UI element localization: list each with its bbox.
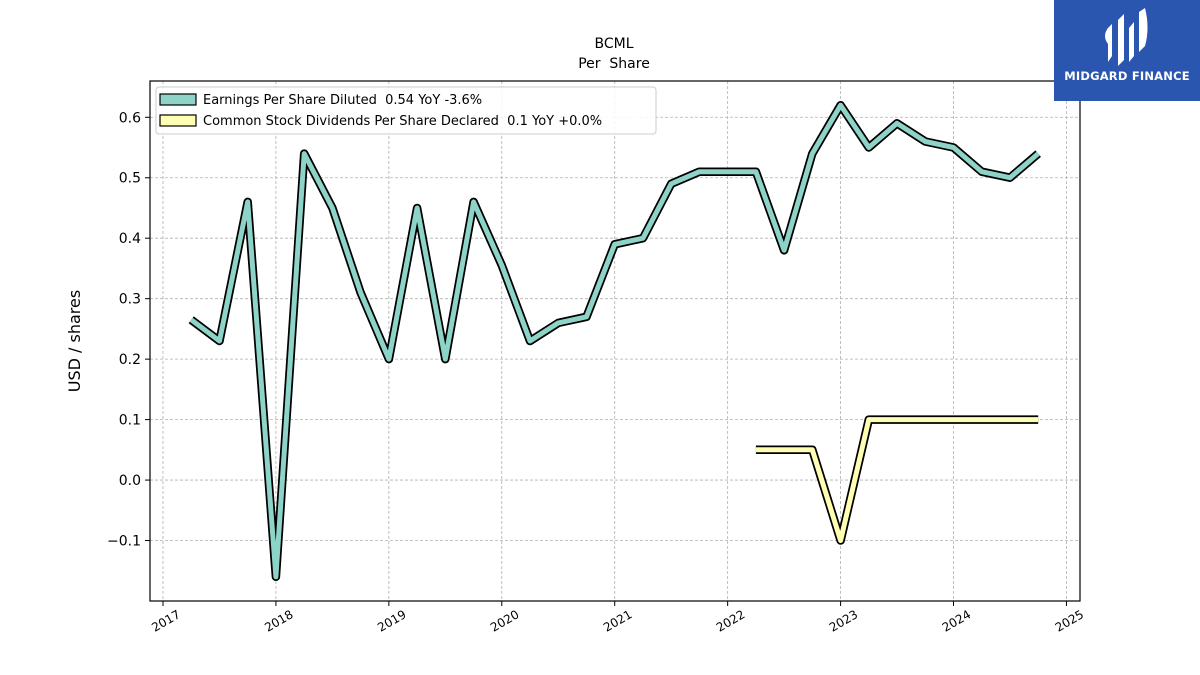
legend-swatch-eps — [159, 93, 197, 106]
y-axis-label: USD / shares — [65, 290, 84, 392]
y-tick-label: 0.5 — [119, 171, 141, 187]
y-tick-label: 0.1 — [119, 413, 141, 429]
midgard-finance-logo: MIDGARD FINANCE — [1054, 0, 1200, 101]
series-line-eps-diluted — [189, 102, 1040, 580]
legend: Earnings Per Share Diluted 0.54 YoY -3.6… — [155, 86, 657, 135]
y-tick-label: 0.2 — [119, 352, 141, 368]
x-tick-label: 2019 — [375, 607, 408, 634]
y-tick-label: 0.0 — [119, 473, 141, 489]
legend-label-eps: Earnings Per Share Diluted 0.54 YoY -3.6… — [203, 93, 482, 108]
x-tick-label: 2020 — [488, 607, 521, 634]
axis-ticks: −0.1 0.0 0.1 0.2 0.3 0.4 0.5 0.6 2017 2018 2019 202… — [107, 110, 1086, 634]
y-tick-label: 0.4 — [119, 231, 141, 247]
x-tick-label: 2025 — [1053, 607, 1086, 634]
logo-text: MIDGARD FINANCE — [1064, 69, 1190, 83]
y-tick-label: 0.6 — [119, 110, 141, 126]
legend-box — [155, 86, 657, 135]
x-tick-label: 2021 — [601, 607, 634, 634]
x-tick-label: 2017 — [149, 607, 182, 634]
legend-label-dividends: Common Stock Dividends Per Share Declare… — [203, 114, 602, 129]
x-tick-label: 2018 — [262, 607, 295, 634]
x-tick-label: 2024 — [940, 607, 973, 634]
logo-mark-icon — [1105, 8, 1148, 66]
x-tick-label: 2022 — [714, 607, 747, 634]
series-line-dividends-per-share — [755, 417, 1039, 543]
y-tick-label: 0.3 — [119, 292, 141, 308]
chart-title: BCML — [594, 36, 633, 52]
grid — [150, 81, 1080, 601]
x-tick-label: 2023 — [827, 607, 860, 634]
series-layer — [188, 100, 1041, 582]
chart-subtitle: Per Share — [578, 56, 650, 72]
y-tick-label: −0.1 — [107, 534, 141, 550]
legend-swatch-dividends — [159, 114, 197, 127]
